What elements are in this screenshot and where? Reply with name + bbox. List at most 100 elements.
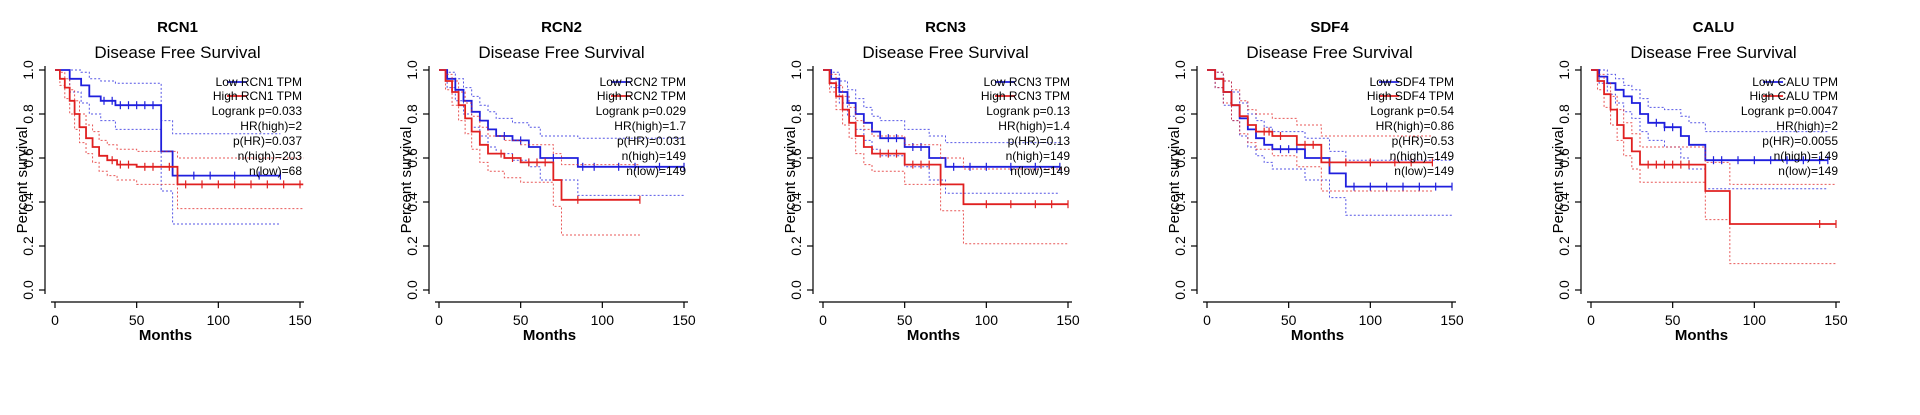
legend-label-high: High SDF4 TPM xyxy=(1367,89,1454,103)
ci-lower-line xyxy=(439,69,684,196)
ci-upper-line xyxy=(439,69,640,166)
x-tick-label: 100 xyxy=(207,312,231,328)
x-tick-label: 0 xyxy=(1587,312,1595,328)
y-axis-title: Percent survival xyxy=(1550,127,1567,234)
ci-lower-line xyxy=(55,69,304,210)
series-low xyxy=(1591,69,1829,190)
legend-label-low: Low SDF4 TPM xyxy=(1370,75,1454,89)
stat-label: n(high)=149 xyxy=(622,149,687,163)
y-tick-label: 0.8 xyxy=(20,104,36,124)
y-axis-title: Percent survival xyxy=(782,127,799,234)
survival-curve xyxy=(439,69,684,168)
km-panel-rcn2: RCN2 Disease Free Survival 0.0 0.2 0.4 0.6 0.8… xyxy=(384,0,768,415)
y-tick-label: 0.6 xyxy=(404,148,420,168)
x-tick-label: 0 xyxy=(819,312,827,328)
gene-title: CALU xyxy=(1693,19,1735,36)
y-tick-label: 0.6 xyxy=(20,148,36,168)
x-tick-label: 150 xyxy=(672,312,696,328)
km-panel-calu: CALU Disease Free Survival 0.0 0.2 0.4 0.6 0.8… xyxy=(1536,0,1920,415)
legend-label-high: High RCN1 TPM xyxy=(213,89,302,103)
stat-label: p(HR)=0.0055 xyxy=(1762,134,1838,148)
x-tick-label: 0 xyxy=(1203,312,1211,328)
survival-curve xyxy=(439,69,640,201)
stat-label: n(low)=68 xyxy=(249,164,302,178)
legend-label-low: Low RCN2 TPM xyxy=(600,75,686,89)
stat-label: HR(high)=1.7 xyxy=(614,119,686,133)
km-chart-svg: RCN2 Disease Free Survival 0.0 0.2 0.4 0.6 0.8… xyxy=(398,19,696,344)
y-tick-label: 1.0 xyxy=(404,60,420,80)
chart-title: Disease Free Survival xyxy=(94,43,260,62)
y-tick-label: 0.2 xyxy=(404,236,420,256)
y-tick-label: 1.0 xyxy=(20,60,36,80)
stat-label: HR(high)=0.86 xyxy=(1376,119,1455,133)
stat-label: Logrank p=0.033 xyxy=(212,104,303,118)
y-tick-label: 0.6 xyxy=(788,148,804,168)
series-high xyxy=(1591,69,1837,265)
ci-upper-line xyxy=(1207,69,1433,137)
gene-title: RCN1 xyxy=(157,19,198,36)
survival-curve xyxy=(823,69,1060,168)
x-tick-label: 150 xyxy=(1056,312,1080,328)
stat-label: HR(high)=2 xyxy=(240,119,302,133)
x-axis-title: Months xyxy=(907,327,960,344)
y-axis-title: Percent survival xyxy=(398,127,415,234)
y-tick-label: 0.6 xyxy=(1172,148,1188,168)
x-axis-title: Months xyxy=(1291,327,1344,344)
legend-label-low: Low RCN1 TPM xyxy=(216,75,302,89)
y-tick-label: 0.0 xyxy=(20,280,36,300)
x-tick-label: 0 xyxy=(435,312,443,328)
ci-lower-line xyxy=(1591,69,1828,190)
y-tick-label: 0.8 xyxy=(788,104,804,124)
y-axis-title: Percent survival xyxy=(14,127,31,234)
stat-label: p(HR)=0.031 xyxy=(617,134,686,148)
legend-label-low: Low CALU TPM xyxy=(1752,75,1838,89)
legend-label-high: High RCN2 TPM xyxy=(597,89,686,103)
ci-lower-line xyxy=(439,69,640,236)
ci-upper-line xyxy=(55,69,304,159)
stat-label: p(HR)=0.13 xyxy=(1008,134,1071,148)
x-axis-title: Months xyxy=(523,327,576,344)
y-tick-label: 0.4 xyxy=(788,192,804,212)
chart-title: Disease Free Survival xyxy=(862,43,1028,62)
y-tick-label: 0.2 xyxy=(1556,236,1572,256)
ci-lower-line xyxy=(55,69,281,225)
y-tick-label: 0.2 xyxy=(1172,236,1188,256)
legend-label-low: Low RCN3 TPM xyxy=(984,75,1070,89)
gene-title: RCN2 xyxy=(541,19,582,36)
stat-label: Logrank p=0.54 xyxy=(1370,104,1454,118)
x-tick-label: 50 xyxy=(129,312,145,328)
x-tick-label: 100 xyxy=(975,312,999,328)
stat-label: n(high)=149 xyxy=(1006,149,1071,163)
chart-title: Disease Free Survival xyxy=(1246,43,1412,62)
ci-upper-line xyxy=(823,69,1060,144)
legend-label-high: High RCN3 TPM xyxy=(981,89,1070,103)
survival-curve xyxy=(823,69,1068,206)
km-panel-rcn3: RCN3 Disease Free Survival 0.0 0.2 0.4 0.6 0.8… xyxy=(768,0,1152,415)
y-axis-title: Percent survival xyxy=(1166,127,1183,234)
x-axis-title: Months xyxy=(139,327,192,344)
stat-label: n(high)=149 xyxy=(1774,149,1839,163)
x-tick-label: 100 xyxy=(1743,312,1767,328)
survival-curve xyxy=(1591,69,1836,225)
x-tick-label: 150 xyxy=(1440,312,1464,328)
stat-label: HR(high)=1.4 xyxy=(998,119,1070,133)
km-chart-svg: SDF4 Disease Free Survival 0.0 0.2 0.4 0.6 0.8… xyxy=(1166,19,1464,344)
x-tick-label: 150 xyxy=(288,312,312,328)
series-low xyxy=(439,69,685,196)
ci-upper-line xyxy=(55,69,281,135)
y-tick-label: 0.2 xyxy=(20,236,36,256)
y-tick-label: 0.4 xyxy=(404,192,420,212)
stat-label: HR(high)=2 xyxy=(1776,119,1838,133)
stat-label: n(low)=149 xyxy=(1010,164,1070,178)
stat-label: p(HR)=0.53 xyxy=(1392,134,1455,148)
y-tick-label: 1.0 xyxy=(1172,60,1188,80)
y-tick-label: 0.6 xyxy=(1556,148,1572,168)
x-tick-label: 150 xyxy=(1824,312,1848,328)
y-tick-label: 1.0 xyxy=(788,60,804,80)
y-tick-label: 0.0 xyxy=(404,280,420,300)
km-chart-svg: RCN1 Disease Free Survival 0.0 0.2 0.4 0.6 0.8… xyxy=(14,19,312,344)
stat-label: Logrank p=0.029 xyxy=(596,104,687,118)
y-tick-label: 0.0 xyxy=(788,280,804,300)
y-tick-label: 0.0 xyxy=(1172,280,1188,300)
